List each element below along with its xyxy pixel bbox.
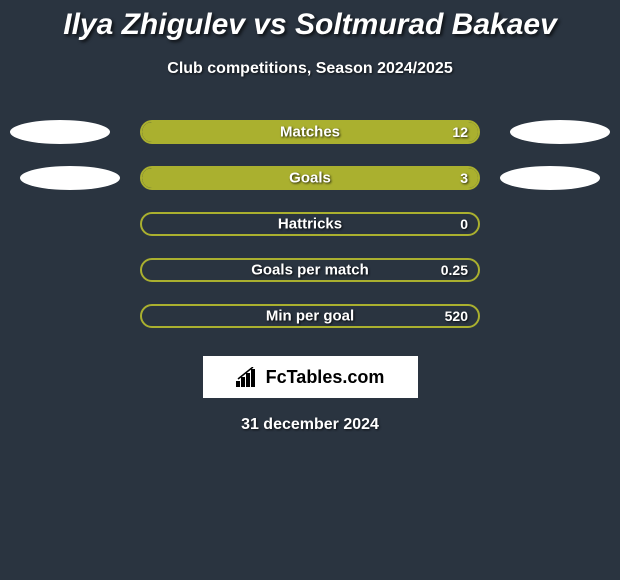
stat-value: 3 — [460, 170, 468, 186]
stat-row: Goals per match 0.25 — [0, 258, 620, 282]
stat-value: 520 — [445, 308, 468, 324]
stat-row: Matches 12 — [0, 120, 620, 144]
stat-row: Goals 3 — [0, 166, 620, 190]
stat-rows-container: Matches 12 Goals 3 Hattricks 0 Goals per match… — [0, 120, 620, 328]
stat-bar: Matches 12 — [140, 120, 480, 144]
stat-label: Goals per match — [251, 262, 369, 279]
ellipse-marker-left — [20, 166, 120, 190]
stat-label: Min per goal — [266, 308, 354, 325]
stat-bar: Hattricks 0 — [140, 212, 480, 236]
stat-value: 0.25 — [441, 262, 468, 278]
comparison-infographic: Ilya Zhigulev vs Soltmurad Bakaev Club c… — [0, 0, 620, 434]
stat-bar: Goals per match 0.25 — [140, 258, 480, 282]
ellipse-marker-right — [500, 166, 600, 190]
stat-label: Goals — [289, 170, 331, 187]
stat-label: Matches — [280, 124, 340, 141]
footer-date: 31 december 2024 — [0, 416, 620, 434]
stat-bar: Min per goal 520 — [140, 304, 480, 328]
logo-box: FcTables.com — [203, 356, 418, 398]
page-subtitle: Club competitions, Season 2024/2025 — [0, 60, 620, 78]
ellipse-marker-left — [10, 120, 110, 144]
stat-bar: Goals 3 — [140, 166, 480, 190]
bar-chart-icon — [236, 367, 260, 387]
stat-value: 0 — [460, 216, 468, 232]
page-title: Ilya Zhigulev vs Soltmurad Bakaev — [0, 8, 620, 42]
logo-text: FcTables.com — [266, 367, 385, 388]
stat-label: Hattricks — [278, 216, 342, 233]
stat-row: Hattricks 0 — [0, 212, 620, 236]
ellipse-marker-right — [510, 120, 610, 144]
stat-row: Min per goal 520 — [0, 304, 620, 328]
stat-value: 12 — [452, 124, 468, 140]
